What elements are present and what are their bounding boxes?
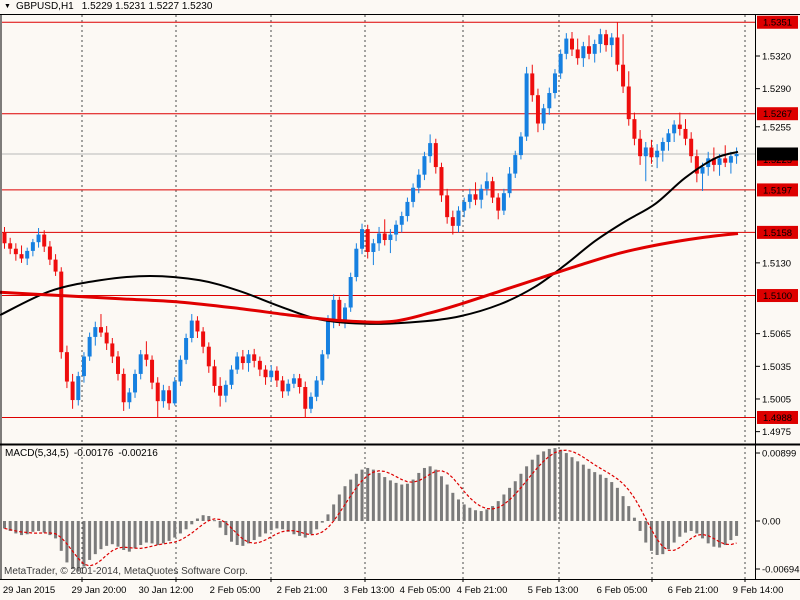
time-axis-label: 6 Feb 05:00 [597,585,648,596]
svg-text:1.5197: 1.5197 [763,185,792,196]
triangle-down-icon[interactable]: ▼ [4,3,11,10]
time-axis-label: 6 Feb 21:00 [668,585,719,596]
chart-title: ▼ GBPUSD,H1 1.5229 1.5231 1.5227 1.5230 [4,1,212,12]
time-axis-label: 30 Jan 12:00 [139,585,194,596]
price-axis-label: 1.5065 [762,329,791,340]
time-axis-label: 4 Feb 21:00 [457,585,508,596]
price-axis-label: 1.5005 [762,394,791,405]
pane-borders [0,14,800,580]
macd-axis-label: -0.00694 [762,565,800,576]
price-axis-label: 1.5290 [762,84,791,95]
time-axis-label: 2 Feb 05:00 [210,585,261,596]
macd-indicator-label: MACD(5,34,5) -0.00176 -0.00216 [5,448,163,459]
macd-histogram-layer [3,448,739,572]
symbol-period-label: GBPUSD,H1 [15,1,74,12]
svg-text:1.5230: 1.5230 [763,149,792,160]
level-price-badge[interactable]: 1.5267 [757,107,798,121]
svg-text:1.4988: 1.4988 [763,413,792,424]
level-price-badge[interactable]: 1.5197 [757,183,798,197]
level-lines-layer[interactable] [2,21,755,418]
current-price-badge[interactable]: 1.5230 [757,147,798,161]
svg-text:1.5158: 1.5158 [763,228,792,239]
quote-line: 1.5229 1.5231 1.5227 1.5230 [81,1,213,12]
time-axis-label: 3 Feb 13:00 [344,585,395,596]
macd-axis-label: 0.00899 [762,449,796,460]
price-axis: 1.5320 1.5290 1.5255 1.5130 1.5065 1.5035 1.50… [756,15,798,438]
price-axis-label: 1.5255 [762,122,791,133]
time-axis-label: 2 Feb 21:00 [277,585,328,596]
svg-text:1.5100: 1.5100 [763,291,792,302]
price-axis-label: 1.4975 [762,427,791,438]
macd-signal-line [4,449,737,567]
grid-layer [81,15,746,582]
price-axis-label: 1.5320 [762,52,791,63]
time-axis[interactable]: 29 Jan 2015 29 Jan 20:00 30 Jan 12:00 2 Feb… [3,585,784,596]
svg-text:1.5267: 1.5267 [763,109,792,120]
time-axis-label: 4 Feb 05:00 [400,585,451,596]
macd-axis-label: 0.00 [762,517,781,528]
watermark-text: MetaTrader, © 2001-2014, MetaQuotes Soft… [4,566,248,577]
time-axis-label: 9 Feb 14:00 [733,585,784,596]
svg-text:1.5351: 1.5351 [763,18,792,29]
macd-name: MACD(5,34,5) [5,448,69,459]
level-price-badge[interactable]: 1.4988 [757,410,798,424]
level-price-badge[interactable]: 1.5100 [757,289,798,303]
price-axis-label: 1.5035 [762,362,791,373]
macd-signal-value: -0.00216 [118,448,158,459]
macd-axis: 0.00899 0.00 -0.00694 [756,449,800,576]
candles-layer [2,22,739,418]
time-axis-label: 5 Feb 13:00 [528,585,579,596]
time-axis-label: 29 Jan 2015 [3,585,55,596]
ma-black [0,150,739,325]
price-axis-label: 1.5130 [762,258,791,269]
level-price-badge[interactable]: 1.5351 [757,15,798,29]
time-axis-label: 29 Jan 20:00 [72,585,127,596]
macd-main-value: -0.00176 [73,448,114,459]
ma-red [0,231,739,324]
level-price-badge[interactable]: 1.5158 [757,225,798,239]
